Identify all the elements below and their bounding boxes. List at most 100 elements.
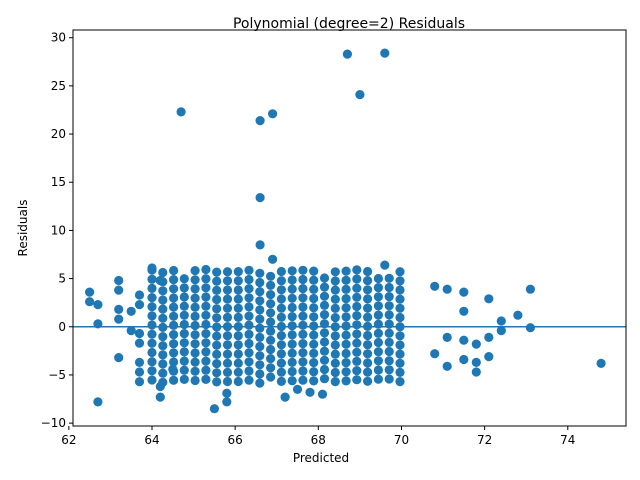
data-point xyxy=(305,387,315,397)
data-point xyxy=(384,346,394,357)
data-point xyxy=(158,341,168,351)
x-axis-label: Predicted xyxy=(293,451,349,465)
data-point xyxy=(471,357,481,367)
data-point xyxy=(266,290,276,300)
data-point xyxy=(147,293,157,303)
data-point xyxy=(341,284,351,294)
data-point xyxy=(179,347,189,357)
data-point xyxy=(309,321,319,331)
data-point xyxy=(373,347,383,357)
data-point xyxy=(330,349,340,359)
data-point xyxy=(430,349,440,359)
data-point xyxy=(352,375,362,385)
data-point xyxy=(190,293,200,303)
data-point xyxy=(298,366,308,376)
data-point xyxy=(179,365,189,375)
data-point xyxy=(169,375,179,385)
data-point xyxy=(179,274,189,284)
data-point xyxy=(380,48,390,58)
data-point xyxy=(169,302,179,312)
x-tick-label: 68 xyxy=(311,433,326,447)
y-tick-label: −5 xyxy=(48,368,66,382)
data-point xyxy=(179,329,189,339)
data-point xyxy=(352,366,362,376)
y-tick-label: 25 xyxy=(51,79,66,93)
data-point xyxy=(341,348,351,359)
data-point xyxy=(158,332,168,342)
data-point xyxy=(179,374,189,384)
data-point xyxy=(363,340,373,350)
data-point xyxy=(233,367,243,377)
data-point xyxy=(352,311,362,321)
data-point xyxy=(212,377,222,387)
data-point xyxy=(309,376,319,386)
data-point xyxy=(280,392,290,402)
data-point xyxy=(395,312,405,323)
data-point xyxy=(147,329,157,339)
data-point xyxy=(179,338,189,348)
data-point xyxy=(266,317,276,327)
data-point xyxy=(341,376,351,386)
data-point xyxy=(190,366,200,376)
data-point xyxy=(319,337,330,347)
y-tick-label: 5 xyxy=(58,272,66,286)
data-point xyxy=(212,276,222,286)
data-point xyxy=(363,266,373,277)
data-point xyxy=(190,357,200,367)
data-point xyxy=(134,300,145,310)
data-point xyxy=(352,338,362,348)
y-axis-ticks: −10 −5 0 5 10 15 20 25 30 xyxy=(41,31,73,430)
data-point xyxy=(222,276,233,286)
data-point xyxy=(276,266,286,277)
data-point xyxy=(309,284,319,294)
data-point xyxy=(363,367,373,377)
data-point xyxy=(93,397,103,407)
data-point xyxy=(255,341,265,352)
data-point xyxy=(212,313,222,323)
data-point xyxy=(255,116,265,126)
x-tick-label: 74 xyxy=(560,433,575,447)
data-point xyxy=(287,293,297,303)
data-point xyxy=(266,335,276,345)
data-point xyxy=(212,294,222,305)
data-point xyxy=(363,358,373,368)
y-tick-label: 10 xyxy=(51,223,66,237)
data-point xyxy=(169,265,179,276)
data-point xyxy=(134,357,145,367)
data-point xyxy=(298,302,308,312)
data-point xyxy=(298,320,308,330)
data-point xyxy=(352,356,362,366)
data-point xyxy=(373,310,383,320)
data-point xyxy=(309,312,319,322)
data-point xyxy=(147,338,157,348)
data-point xyxy=(222,376,233,387)
data-point xyxy=(363,376,373,386)
data-point xyxy=(309,358,319,368)
data-point xyxy=(158,350,168,360)
data-point xyxy=(341,275,351,285)
data-point xyxy=(179,310,189,320)
data-point xyxy=(395,349,405,359)
data-point xyxy=(114,275,124,286)
data-point xyxy=(147,357,157,367)
data-point xyxy=(309,266,319,276)
data-point xyxy=(341,330,351,340)
data-point xyxy=(384,310,394,320)
data-point xyxy=(233,358,243,368)
data-point xyxy=(373,374,383,384)
data-point xyxy=(395,340,405,350)
data-point xyxy=(319,355,330,365)
data-point xyxy=(341,303,351,313)
data-point xyxy=(190,275,200,285)
data-point xyxy=(298,293,308,303)
data-point xyxy=(395,285,405,295)
data-point xyxy=(255,378,265,388)
data-point xyxy=(287,302,297,313)
data-point xyxy=(309,330,319,340)
data-point xyxy=(134,338,145,348)
data-point xyxy=(442,361,452,371)
data-point xyxy=(384,292,394,302)
data-point xyxy=(212,331,222,341)
data-point xyxy=(201,283,211,293)
data-point xyxy=(298,311,308,321)
